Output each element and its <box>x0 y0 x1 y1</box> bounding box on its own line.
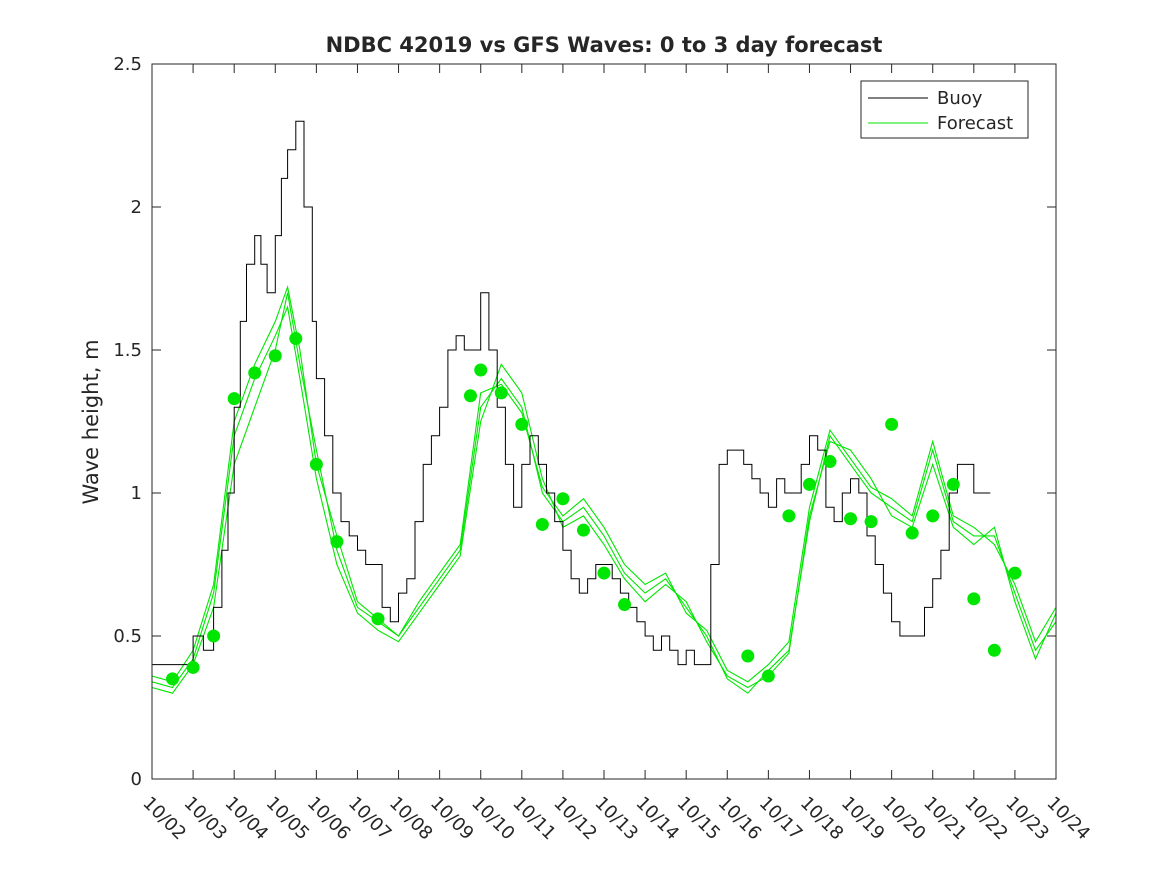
y-tick-label: 0 <box>131 769 142 790</box>
forecast-marker <box>1008 566 1022 580</box>
forecast-marker <box>885 417 899 431</box>
forecast-marker <box>926 509 940 523</box>
forecast-marker <box>268 349 282 363</box>
y-tick-label: 0.5 <box>113 626 142 647</box>
legend-label-forecast: Forecast <box>937 113 1013 134</box>
forecast-marker <box>967 592 981 606</box>
legend-box <box>860 80 1029 139</box>
legend-label-buoy: Buoy <box>937 88 983 109</box>
forecast-marker <box>987 643 1001 657</box>
forecast-marker <box>823 455 837 469</box>
forecast-marker <box>166 672 180 686</box>
forecast-marker <box>371 612 385 626</box>
forecast-marker <box>474 363 488 377</box>
forecast-marker <box>782 509 796 523</box>
buoy-line <box>152 120 991 666</box>
forecast-marker <box>535 517 549 531</box>
forecast-marker <box>494 386 508 400</box>
chart-title: NDBC 42019 vs GFS Waves: 0 to 3 day fore… <box>326 33 883 57</box>
y-tick-label: 1.5 <box>113 340 142 361</box>
forecast-marker <box>802 477 816 491</box>
forecast-marker <box>227 392 241 406</box>
forecast-marker <box>207 629 221 643</box>
forecast-marker <box>330 535 344 549</box>
forecast-marker <box>309 457 323 471</box>
forecast-marker <box>463 389 477 403</box>
forecast-marker <box>864 515 878 529</box>
forecast-marker <box>597 566 611 580</box>
forecast-line-3 <box>151 285 1057 683</box>
y-tick-labels: 0 0.5 1 1.5 2 2.5 <box>113 54 142 790</box>
forecast-marker <box>289 332 303 346</box>
y-tick-label: 1 <box>131 483 142 504</box>
forecast-markers <box>166 332 1022 686</box>
legend: Buoy Forecast <box>860 80 1029 139</box>
forecast-marker <box>515 417 529 431</box>
forecast-marker <box>618 598 632 612</box>
forecast-marker <box>248 366 262 380</box>
forecast-marker <box>576 523 590 537</box>
series-layer <box>151 120 1057 694</box>
forecast-marker <box>186 660 200 674</box>
y-tick-label: 2.5 <box>113 54 142 75</box>
y-tick-label: 2 <box>131 197 142 218</box>
forecast-marker <box>844 512 858 526</box>
plot-frame <box>151 63 1057 780</box>
forecast-line-1 <box>151 292 1057 694</box>
y-axis-label: Wave height, m <box>79 339 103 504</box>
forecast-marker <box>761 669 775 683</box>
forecast-marker <box>946 477 960 491</box>
forecast-marker <box>741 649 755 663</box>
forecast-marker <box>905 526 919 540</box>
forecast-marker <box>556 492 570 506</box>
